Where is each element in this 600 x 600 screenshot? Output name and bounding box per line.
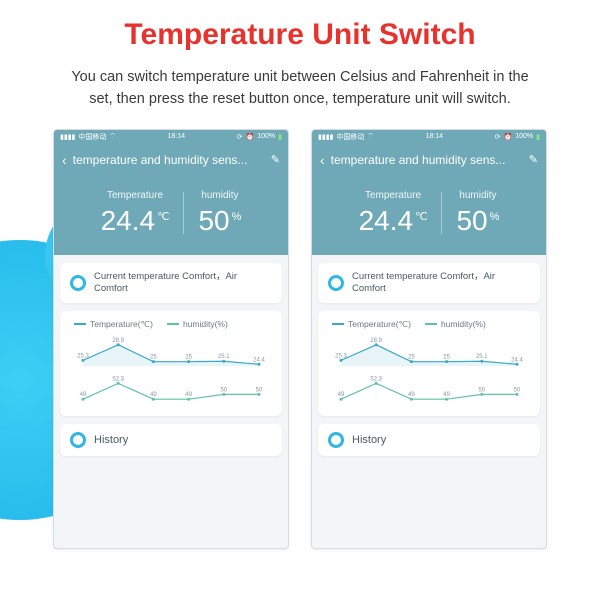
sync-icon: ⟳ [237,133,243,141]
svg-text:50: 50 [478,387,485,393]
status-bar: ▮▮▮▮ 中国移动 ⌔ 18:14 ⟳ ⏰ 100% ▮ [54,130,288,144]
svg-text:25.1: 25.1 [218,354,230,360]
history-icon [328,432,344,448]
history-card[interactable]: History [318,424,540,456]
temperature-value: 24.4℃ [101,205,170,237]
svg-text:50: 50 [514,387,521,393]
page-title: Temperature Unit Switch [0,0,600,52]
battery-icon: ▮ [536,133,540,141]
target-icon [328,275,344,291]
chart-svg: 25.3 28.9 25 25 25.1 24.4 49 52.3 49 49 50 50 [328,336,530,408]
svg-text:28.9: 28.9 [112,337,124,343]
alarm-icon: ⏰ [504,133,513,141]
legend-temperature: Temperature(℃) [332,319,411,330]
phone-mock-1: ▮▮▮▮ 中国移动 ⌔ 18:14 ⟳ ⏰ 100% ▮ ‹ temperatu… [53,129,289,549]
temperature-value: 24.4℃ [359,205,428,237]
chart-card: Temperature(℃) humidity(%) 25.328.925252… [60,311,282,416]
clock-label: 18:14 [168,133,186,140]
svg-text:49: 49 [408,392,415,398]
status-bar: ▮▮▮▮ 中国移动 ⌔ 18:14 ⟳ ⏰ 100% ▮ [312,130,546,144]
svg-text:49: 49 [150,392,157,398]
phone-mock-2: ▮▮▮▮ 中国移动 ⌔ 18:14 ⟳ ⏰ 100% ▮ ‹ temperatu… [311,129,547,549]
svg-text:25.3: 25.3 [77,353,89,359]
history-label: History [94,434,128,446]
svg-text:50: 50 [256,387,263,393]
back-icon[interactable]: ‹ [320,152,325,168]
chart-svg: 25.3 28.9 25 25 25.1 24.4 49 52.3 49 49 50 50 [70,336,272,408]
svg-text:25.3: 25.3 [335,353,347,359]
chart-legend: Temperature(℃) humidity(%) [328,319,530,330]
legend-humidity: humidity(%) [425,319,486,330]
app-header: ‹ temperature and humidity sens... ✎ [312,144,546,176]
chart-card: Temperature(℃) humidity(%) 25.328.925252… [318,311,540,416]
wifi-icon: ⌔ [109,132,116,141]
svg-text:25: 25 [408,354,415,360]
chart-legend: Temperature(℃) humidity(%) [70,319,272,330]
humidity-reading: humidity 50% [442,190,513,237]
comfort-text: Current temperature Comfort，Air Comfort [352,271,530,295]
phone-row: ▮▮▮▮ 中国移动 ⌔ 18:14 ⟳ ⏰ 100% ▮ ‹ temperatu… [0,129,600,549]
svg-text:52.3: 52.3 [370,376,382,382]
wifi-icon: ⌔ [367,132,374,141]
readings-panel: Temperature 24.4℃ humidity 50% [54,176,288,255]
header-title: temperature and humidity sens... [331,153,529,167]
header-title: temperature and humidity sens... [73,153,271,167]
alarm-icon: ⏰ [246,133,255,141]
carrier-label: 中国移动 [78,132,106,142]
battery-label: 100% [257,133,275,140]
signal-icon: ▮▮▮▮ [318,133,333,141]
temperature-label: Temperature [101,190,170,201]
humidity-reading: humidity 50% [184,190,255,237]
comfort-text: Current temperature Comfort，Air Comfort [94,271,272,295]
app-header: ‹ temperature and humidity sens... ✎ [54,144,288,176]
edit-icon[interactable]: ✎ [529,153,538,166]
legend-humidity: humidity(%) [167,319,228,330]
battery-icon: ▮ [278,133,282,141]
svg-text:24.4: 24.4 [253,357,265,363]
page-subtitle: You can switch temperature unit between … [60,66,540,111]
sync-icon: ⟳ [495,133,501,141]
svg-text:49: 49 [185,392,192,398]
svg-text:49: 49 [443,392,450,398]
battery-label: 100% [515,133,533,140]
temperature-reading: Temperature 24.4℃ [345,190,442,237]
svg-text:25: 25 [150,354,157,360]
comfort-card[interactable]: Current temperature Comfort，Air Comfort [60,263,282,303]
back-icon[interactable]: ‹ [62,152,67,168]
history-icon [70,432,86,448]
legend-temperature: Temperature(℃) [74,319,153,330]
carrier-label: 中国移动 [336,132,364,142]
svg-text:24.4: 24.4 [511,357,523,363]
svg-text:28.9: 28.9 [370,337,382,343]
line-chart: 25.3 28.9 25 25 25.1 24.4 49 52.3 49 49 50 50 [328,336,530,408]
humidity-label: humidity [198,190,241,201]
humidity-label: humidity [456,190,499,201]
readings-panel: Temperature 24.4℃ humidity 50% [312,176,546,255]
humidity-value: 50% [198,205,241,237]
history-card[interactable]: History [60,424,282,456]
target-icon [70,275,86,291]
signal-icon: ▮▮▮▮ [60,133,75,141]
clock-label: 18:14 [426,133,444,140]
svg-text:49: 49 [80,392,87,398]
edit-icon[interactable]: ✎ [271,153,280,166]
svg-text:50: 50 [220,387,227,393]
svg-text:25: 25 [443,354,450,360]
humidity-value: 50% [456,205,499,237]
svg-text:49: 49 [338,392,345,398]
temperature-reading: Temperature 24.4℃ [87,190,184,237]
comfort-card[interactable]: Current temperature Comfort，Air Comfort [318,263,540,303]
svg-text:25.1: 25.1 [476,354,488,360]
svg-text:52.3: 52.3 [112,376,124,382]
line-chart: 25.3 28.9 25 25 25.1 24.4 49 52.3 49 49 50 50 [70,336,272,408]
temperature-label: Temperature [359,190,428,201]
history-label: History [352,434,386,446]
svg-text:25: 25 [185,354,192,360]
